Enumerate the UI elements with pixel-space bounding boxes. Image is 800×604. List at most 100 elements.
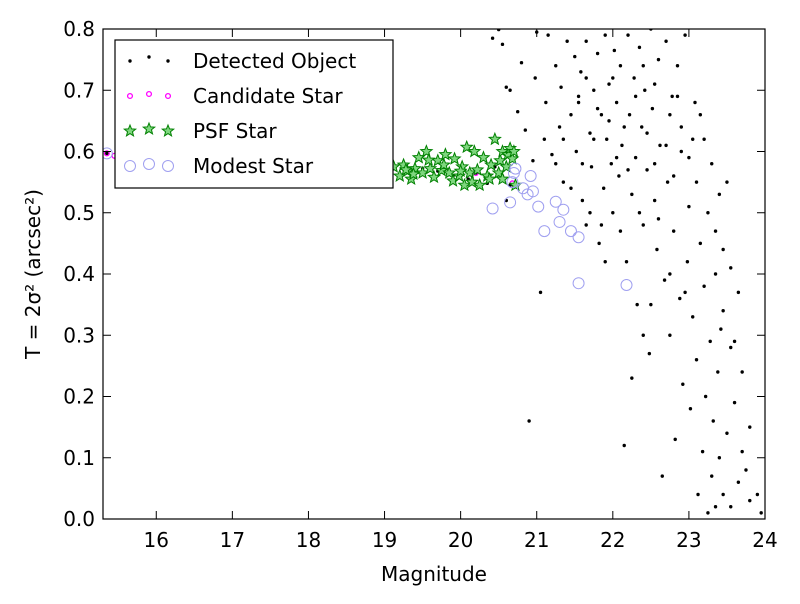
legend-marker xyxy=(145,90,153,98)
legend-box xyxy=(114,39,394,189)
data-point xyxy=(732,339,737,344)
data-point xyxy=(504,85,508,89)
data-point xyxy=(538,225,551,238)
data-point xyxy=(732,400,737,405)
data-point xyxy=(599,223,604,227)
x-tick-label: 21 xyxy=(524,528,549,552)
data-point xyxy=(500,42,505,47)
data-point xyxy=(729,345,733,350)
legend-marker xyxy=(122,123,138,137)
data-point xyxy=(688,407,693,411)
data-point xyxy=(605,137,609,141)
data-point xyxy=(611,211,615,215)
legend-marker xyxy=(160,123,176,137)
data-point xyxy=(532,200,545,213)
data-point xyxy=(546,33,550,37)
data-point xyxy=(624,260,629,264)
data-point xyxy=(660,474,664,478)
data-point xyxy=(633,94,638,99)
data-point xyxy=(398,162,413,176)
data-point xyxy=(656,217,661,221)
data-point xyxy=(683,33,687,37)
data-point xyxy=(652,82,657,86)
data-point xyxy=(622,443,626,448)
x-tick-label: 19 xyxy=(372,528,397,552)
data-point xyxy=(103,150,110,157)
data-point xyxy=(611,76,615,80)
data-point xyxy=(564,225,577,238)
data-point xyxy=(717,456,722,460)
data-point xyxy=(656,57,661,62)
data-point xyxy=(748,498,752,503)
data-point xyxy=(516,109,520,114)
data-point xyxy=(668,333,672,337)
data-point xyxy=(527,419,531,423)
legend-entry: Detected Object xyxy=(128,49,356,73)
data-point xyxy=(554,64,558,68)
y-tick-label: 0.7 xyxy=(63,78,95,102)
data-point xyxy=(457,177,472,192)
legend-marker xyxy=(141,121,157,135)
data-point xyxy=(645,131,649,135)
data-point xyxy=(641,223,645,227)
data-point xyxy=(495,171,510,186)
data-point xyxy=(554,162,558,166)
data-point xyxy=(694,358,699,362)
legend-entry: Candidate Star xyxy=(126,84,343,108)
data-point xyxy=(542,137,547,141)
data-point xyxy=(640,125,644,129)
data-point xyxy=(679,125,683,129)
data-point xyxy=(612,48,617,53)
data-point xyxy=(486,202,499,215)
legend-marker xyxy=(162,160,174,172)
data-point xyxy=(573,54,577,59)
x-axis-label: Magnitude xyxy=(381,562,487,586)
data-point xyxy=(633,155,638,160)
data-point xyxy=(565,39,569,43)
legend-marker xyxy=(143,158,155,170)
data-point xyxy=(421,152,436,167)
data-point xyxy=(671,229,676,233)
data-point xyxy=(533,76,537,80)
data-point xyxy=(650,106,655,111)
data-point xyxy=(506,176,519,189)
x-tick-label: 24 xyxy=(752,528,777,552)
data-point xyxy=(706,511,710,515)
y-tick-label: 0.8 xyxy=(63,17,95,41)
data-point xyxy=(725,431,729,435)
data-point xyxy=(617,174,621,178)
legend-label: Modest Star xyxy=(193,154,314,178)
data-point xyxy=(482,171,497,186)
data-point xyxy=(490,36,495,40)
data-point xyxy=(508,88,512,92)
data-point xyxy=(618,64,623,68)
data-point xyxy=(603,260,607,264)
legend-marker xyxy=(164,92,172,100)
data-point xyxy=(584,39,588,43)
x-tick-label: 17 xyxy=(220,528,245,552)
data-point xyxy=(652,162,657,166)
data-point xyxy=(710,474,714,478)
data-point xyxy=(589,165,594,169)
legend-label: PSF Star xyxy=(193,119,277,143)
data-point xyxy=(729,505,733,509)
data-point xyxy=(713,229,718,233)
data-point xyxy=(506,144,521,158)
data-point xyxy=(627,113,632,117)
data-point xyxy=(632,76,636,80)
data-point xyxy=(675,94,680,99)
x-tick-label: 18 xyxy=(296,528,321,552)
data-point xyxy=(641,64,645,68)
data-point xyxy=(499,159,514,173)
data-point xyxy=(664,143,668,148)
data-point xyxy=(748,425,752,429)
data-point xyxy=(622,125,626,129)
data-point xyxy=(524,170,537,182)
data-point xyxy=(531,158,535,163)
data-point xyxy=(703,394,708,399)
data-point xyxy=(592,88,596,92)
data-point xyxy=(706,211,710,215)
data-point xyxy=(538,290,543,295)
